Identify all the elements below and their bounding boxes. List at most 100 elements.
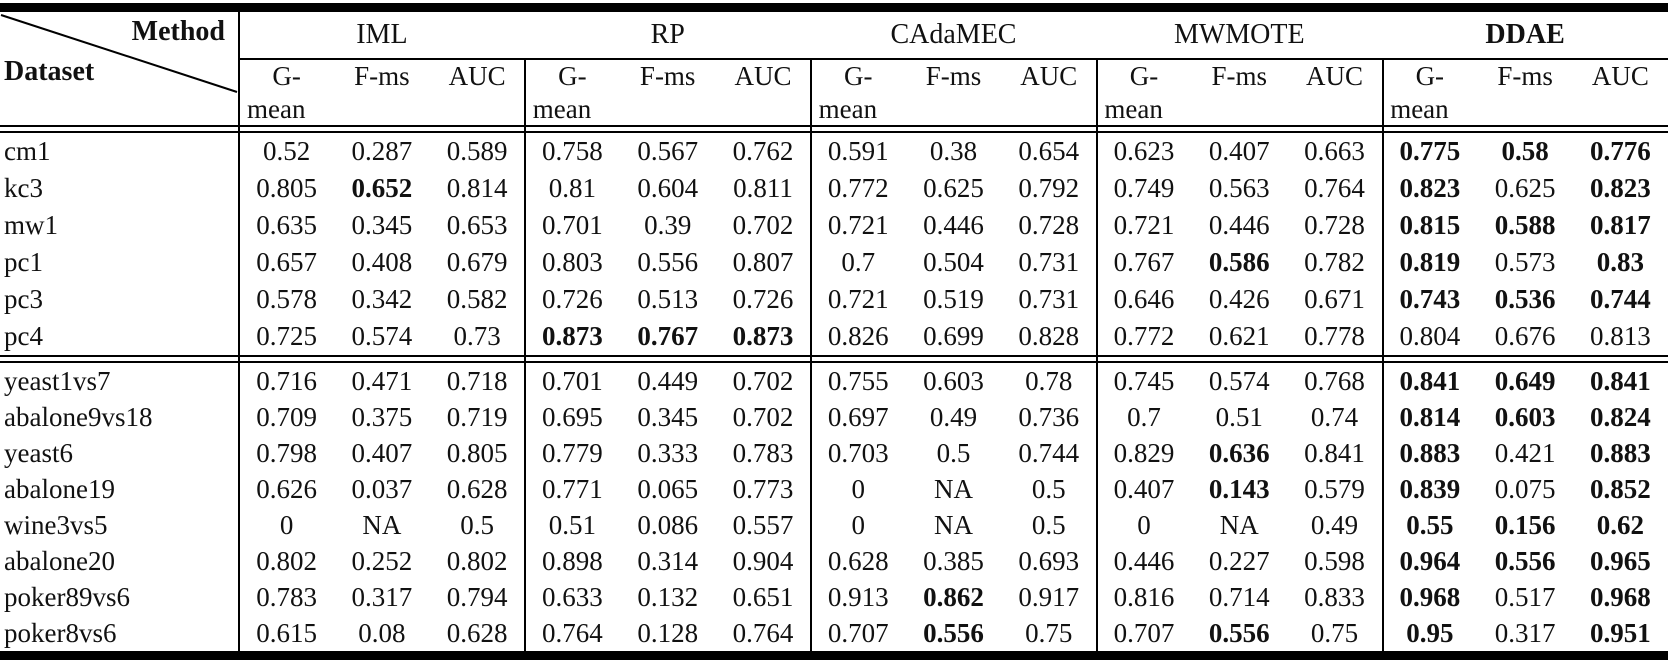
metric-value: 0.814 xyxy=(446,173,508,203)
metric-value: 0.794 xyxy=(446,582,508,612)
metric-value: 0.839 xyxy=(1399,474,1461,504)
metric-value: 0.065 xyxy=(637,474,699,504)
metric-value: 0.08 xyxy=(358,618,406,648)
metric-value: 0.699 xyxy=(923,321,984,351)
metric-value: 0.679 xyxy=(446,247,508,277)
group-divider xyxy=(810,58,812,651)
metric-value: 0 xyxy=(279,510,294,540)
metric-value: 0.873 xyxy=(542,321,603,351)
table-row: abalone19 0.626 0.037 0.628 0.771 0.065 0.773 0… xyxy=(0,471,1668,507)
metric-value: 0.762 xyxy=(732,136,794,166)
corner-header-cell: Method Dataset xyxy=(0,12,239,125)
metric-value: 0.798 xyxy=(256,438,317,468)
metric-header-gmean: G- mean xyxy=(247,61,306,124)
metric-value: 0.55 xyxy=(1406,510,1454,540)
metric-value: 0.653 xyxy=(446,210,508,240)
metric-value: 0.471 xyxy=(351,366,413,396)
metric-value: 0.513 xyxy=(637,284,699,314)
metric-value: 0.695 xyxy=(542,402,603,432)
metric-value: 0.776 xyxy=(1589,136,1651,166)
method-header-row: IML RP CAdaMEC MWMOTE DDAE xyxy=(0,12,1668,58)
diagonal-divider xyxy=(0,14,238,93)
metric-value: 0.603 xyxy=(923,366,984,396)
metric-value: 0.652 xyxy=(351,173,413,203)
metric-value: 0.51 xyxy=(548,510,597,540)
metric-value: 0.804 xyxy=(1399,321,1461,351)
metric-value: 0.816 xyxy=(1113,582,1175,612)
metric-value: 0.75 xyxy=(1025,618,1073,648)
header-cline xyxy=(239,58,1668,60)
metric-value: 0.628 xyxy=(827,546,889,576)
metric-value: 0.567 xyxy=(637,136,699,166)
metric-value: 0.968 xyxy=(1589,582,1651,612)
metric-value: 0.314 xyxy=(637,546,699,576)
metric-value: 0.744 xyxy=(1589,284,1651,314)
metric-value: 0.345 xyxy=(637,402,699,432)
metric-value: 0.767 xyxy=(637,321,699,351)
dataset-name: pc4 xyxy=(4,321,43,351)
metric-value: 0.813 xyxy=(1589,321,1651,351)
table-row: pc1 0.657 0.408 0.679 0.803 0.556 0.807 0.7 0.50… xyxy=(0,244,1668,281)
metric-value: 0.446 xyxy=(923,210,984,240)
method-group-cadamec: CAdaMEC xyxy=(890,19,1017,50)
metric-value: 0.764 xyxy=(1304,173,1365,203)
metric-value: 0.317 xyxy=(351,582,413,612)
metric-value: 0.805 xyxy=(446,438,508,468)
metric-value: 0.807 xyxy=(732,247,794,277)
metric-value: 0.731 xyxy=(1018,284,1080,314)
table-row: mw1 0.635 0.345 0.653 0.701 0.39 0.702 0.721 0.4… xyxy=(0,207,1668,244)
group-divider xyxy=(524,58,526,651)
metric-value: 0.385 xyxy=(923,546,984,576)
header-separator-rule xyxy=(0,125,1668,133)
metric-value: 0.951 xyxy=(1589,618,1651,648)
metric-value: 0.721 xyxy=(827,284,889,314)
metric-value: 0.7 xyxy=(841,247,876,277)
metric-value: 0.589 xyxy=(446,136,508,166)
metric-value: 0.317 xyxy=(1494,618,1556,648)
metric-value: 0.5 xyxy=(1031,510,1066,540)
metric-value: 0.663 xyxy=(1304,136,1365,166)
metric-value: 0.586 xyxy=(1208,247,1270,277)
group-divider xyxy=(1382,58,1384,651)
metric-value: 0.709 xyxy=(256,402,317,432)
metric-header-fms: F-ms xyxy=(639,61,696,91)
table-row: kc3 0.805 0.652 0.814 0.81 0.604 0.811 0.772 0.6… xyxy=(0,170,1668,207)
metric-value: 0.743 xyxy=(1399,284,1461,314)
metric-value: 0.345 xyxy=(351,210,413,240)
table-row: pc4 0.725 0.574 0.73 0.873 0.767 0.873 0.826 0.6… xyxy=(0,318,1668,355)
metric-value: 0.635 xyxy=(256,210,317,240)
dataset-name: abalone19 xyxy=(4,474,115,504)
dataset-name: abalone9vs18 xyxy=(4,402,153,432)
metric-value: 0.651 xyxy=(732,582,794,612)
metric-value: 0.636 xyxy=(1208,438,1270,468)
metric-value: 0.829 xyxy=(1113,438,1175,468)
metric-header-auc: AUC xyxy=(1020,61,1078,91)
metric-value: 0.815 xyxy=(1399,210,1461,240)
metric-value: 0.408 xyxy=(351,247,413,277)
metric-value: 0.407 xyxy=(351,438,413,468)
metric-value: 0.701 xyxy=(542,366,603,396)
metric-value: 0.862 xyxy=(923,582,984,612)
table-row: yeast6 0.798 0.407 0.805 0.779 0.333 0.783 0.70… xyxy=(0,435,1668,471)
metric-value: 0.726 xyxy=(542,284,603,314)
metric-value: 0.819 xyxy=(1399,247,1461,277)
metric-value: 0.623 xyxy=(1113,136,1175,166)
table-top-rule xyxy=(0,3,1668,12)
metric-value: 0.803 xyxy=(542,247,603,277)
metric-value: 0.446 xyxy=(1208,210,1270,240)
table-section-2: yeast1vs7 0.716 0.471 0.718 0.701 0.449 0.702 0… xyxy=(0,363,1668,651)
metric-value: 0.814 xyxy=(1399,402,1461,432)
metric-value: 0.519 xyxy=(923,284,984,314)
metric-value: 0 xyxy=(1137,510,1151,540)
metric-header-row: G- mean F-ms AUC G- mean F-ms AUC G- mea… xyxy=(0,60,1668,125)
metric-value: 0 xyxy=(851,510,865,540)
metric-value: 0.421 xyxy=(1494,438,1556,468)
metric-value: 0.556 xyxy=(1494,546,1556,576)
dataset-name: wine3vs5 xyxy=(4,510,108,540)
metric-value: 0.802 xyxy=(256,546,317,576)
metric-value: 0.767 xyxy=(1113,247,1175,277)
metric-value: 0.707 xyxy=(827,618,889,648)
metric-value: 0.156 xyxy=(1494,510,1556,540)
table-row: wine3vs5 0 NA 0.5 0.51 0.086 0.557 0 NA 0.5 0 NA 0.4… xyxy=(0,507,1668,543)
metric-value: 0.968 xyxy=(1399,582,1461,612)
